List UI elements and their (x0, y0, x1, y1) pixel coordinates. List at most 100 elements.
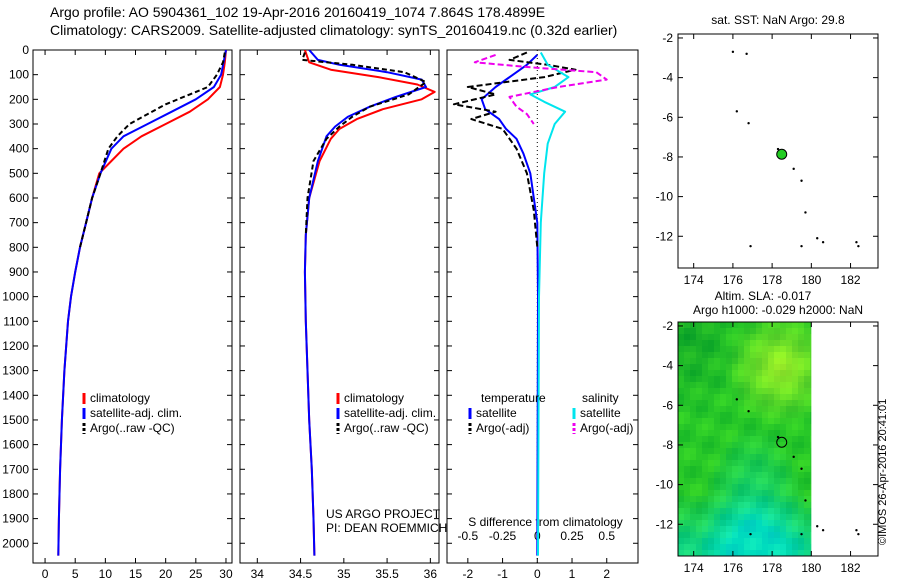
sla-cell-297 (804, 394, 810, 400)
sla-cell-426 (750, 430, 756, 436)
sla-cell-353 (726, 412, 732, 418)
sla-cell-741 (708, 514, 714, 520)
salinity-legend-2-label: Argo(..raw -QC) (344, 421, 429, 435)
sla-cell-861 (738, 544, 744, 550)
sla-cell-860 (732, 544, 738, 550)
sla-cell-69 (678, 340, 684, 346)
sla-cell-414 (678, 430, 684, 436)
sla-cell-463 (696, 442, 702, 448)
sla-cell-801 (792, 526, 798, 532)
sla-cell-699 (732, 502, 738, 508)
sla-cell-599 (684, 478, 690, 484)
sla-cell-799 (780, 526, 786, 532)
sla-cell-98 (714, 346, 720, 352)
sla-cell-0 (678, 322, 684, 328)
sla-cell-178 (780, 364, 786, 370)
salinity-diff-legend-title: salinity (582, 391, 619, 405)
sla-cell-795 (756, 526, 762, 532)
sla-cell-82 (756, 340, 762, 346)
temperature-xtick-label-0: 0 (42, 567, 49, 580)
sla-cell-304 (708, 400, 714, 406)
sst-map-title: sat. SST: NaN Argo: 29.8 (711, 13, 845, 27)
difference-plot-frame (446, 49, 639, 564)
sla-cell-191 (720, 370, 726, 376)
sla-cell-196 (750, 370, 756, 376)
sla-cell-504 (804, 448, 810, 454)
sla-cell-264 (744, 388, 750, 394)
sla-cell-561 (732, 466, 738, 472)
sla-cell-853 (690, 544, 696, 550)
sla-cell-575 (678, 472, 684, 478)
sla-cell-841 (756, 538, 762, 544)
sla-cell-254 (684, 388, 690, 394)
sla-cell-389 (804, 418, 810, 424)
sla-cell-10 (738, 322, 744, 328)
sla-cell-365 (798, 412, 804, 418)
sla-cell-552 (678, 466, 684, 472)
sla-cell-26 (696, 328, 702, 334)
sla-cell-865 (762, 544, 768, 550)
sla-cell-594 (792, 472, 798, 478)
sla-cell-227 (798, 376, 804, 382)
sla-cell-817 (750, 532, 756, 538)
sla-cell-330 (726, 406, 732, 412)
sla-cell-748 (750, 514, 756, 520)
sla-cell-387 (792, 418, 798, 424)
sla-cell-669 (690, 496, 696, 502)
sla-cell-523 (780, 454, 786, 460)
sla-cell-234 (702, 382, 708, 388)
sla-cell-598 (678, 478, 684, 484)
sla-cell-648 (702, 490, 708, 496)
sla-cell-4 (702, 322, 708, 328)
sla-cell-410 (792, 424, 798, 430)
sla-cell-138 (678, 358, 684, 364)
sla-cell-407 (774, 424, 780, 430)
sla-cell-252 (810, 382, 812, 388)
sla-cell-347 (690, 412, 696, 418)
sla-cell-260 (720, 388, 726, 394)
sla-cell-53 (720, 334, 726, 340)
sla-cell-684 (780, 496, 786, 502)
sla-cell-532 (696, 460, 702, 466)
sla-cell-403 (750, 424, 756, 430)
sla-cell-312 (756, 400, 762, 406)
sla-cell-198 (762, 370, 768, 376)
sla-cell-54 (726, 334, 732, 340)
sla-cell-571 (792, 466, 798, 472)
sla-cell-724 (744, 508, 750, 514)
sla-cell-276 (678, 394, 684, 400)
sla-cell-726 (756, 508, 762, 514)
depth-tick-label-12: 1200 (2, 339, 29, 353)
sla-cell-155 (780, 358, 786, 364)
sla-cell-397 (714, 424, 720, 430)
salinity-legend-0-label: climatology (344, 391, 404, 405)
sla-cell-110 (786, 346, 792, 352)
sla-cell-813 (726, 532, 732, 538)
sla-map-xtick-label-2: 178 (762, 561, 782, 575)
depth-tick-label-11: 1100 (3, 314, 29, 328)
sla-cell-863 (750, 544, 756, 550)
sla-cell-730 (780, 508, 786, 514)
sla-cell-854 (696, 544, 702, 550)
sla-cell-140 (690, 358, 696, 364)
sla-cell-586 (744, 472, 750, 478)
sla-cell-501 (786, 448, 792, 454)
sla-cell-418 (702, 430, 708, 436)
sla-cell-415 (684, 430, 690, 436)
sla-map-xtick-label-0: 174 (684, 561, 704, 575)
sla-cell-889 (768, 550, 774, 556)
sla-cell-493 (738, 448, 744, 454)
sla-cell-636 (768, 484, 774, 490)
sla-cell-786 (702, 526, 708, 532)
sla-cell-775 (774, 520, 780, 526)
sla-cell-733 (798, 508, 804, 514)
sla-cell-394 (696, 424, 702, 430)
sla-cell-828 (678, 538, 684, 544)
sla-cell-87 (786, 340, 792, 346)
sla-cell-885 (744, 550, 750, 556)
sla-cell-829 (684, 538, 690, 544)
sla-cell-529 (678, 460, 684, 466)
sla-cell-658 (762, 490, 768, 496)
sla-cell-612 (762, 478, 768, 484)
difference-series-2 (529, 52, 570, 556)
